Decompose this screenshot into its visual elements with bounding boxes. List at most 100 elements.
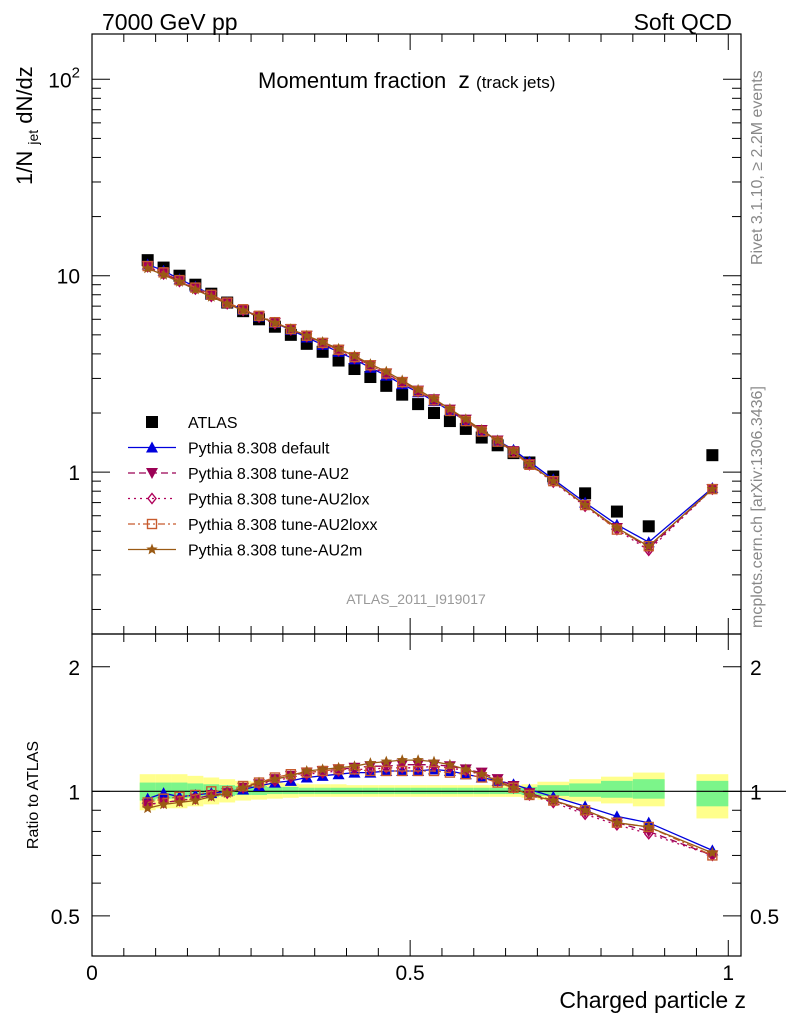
- analysis-id: ATLAS_2011_I919017: [346, 591, 486, 607]
- main-point-au2m-28: [643, 540, 655, 551]
- ratio-point-au2m-3: [189, 794, 202, 806]
- legend-label-au2loxx: Pythia 8.308 tune-AU2loxx: [188, 517, 377, 534]
- header-left: 7000 GeV pp: [102, 9, 238, 35]
- main-point-atlas-13: [348, 363, 361, 376]
- main-point-au2lox-4: [206, 290, 217, 303]
- main-point-au2m-0: [142, 262, 154, 274]
- main-y-tick-label-2: 102: [48, 64, 80, 92]
- ratio-point-au2m-6: [237, 781, 249, 793]
- main-point-au2m-1: [157, 268, 170, 280]
- main-point-atlas-16: [396, 388, 409, 401]
- main-point-au2m-20: [460, 413, 472, 425]
- ratio-point-au2lox-3: [190, 792, 201, 805]
- main-title-var: z: [458, 67, 470, 93]
- ratio-y-tick-label-left-2: 2: [68, 657, 80, 680]
- legend-marker-au2loxx: [146, 518, 158, 530]
- main-point-au2m-6: [237, 304, 249, 316]
- main-point-atlas-26: [579, 487, 592, 500]
- main-point-au2m-27: [611, 521, 623, 533]
- ratio-point-au2m-0: [142, 802, 154, 814]
- ratio-point-au2m-28: [643, 821, 655, 832]
- ratio-point-au2lox-14: [365, 763, 376, 776]
- ratio-point-au2loxx-16: [396, 765, 408, 777]
- main-point-au2m-25: [547, 475, 559, 486]
- main-y-tick-label-0: 1: [68, 462, 80, 485]
- ratio-point-au2m-11: [316, 763, 329, 775]
- ratio-point-au2m-18: [428, 755, 440, 767]
- main-point-atlas-17: [412, 398, 425, 411]
- ratio-point-au2m-26: [579, 804, 591, 816]
- legend-label-au2m: Pythia 8.308 tune-AU2m: [188, 543, 362, 560]
- main-point-au2m-21: [476, 423, 488, 435]
- ratio-point-au2m-15: [380, 755, 392, 767]
- main-title-main: Momentum fraction: [258, 68, 446, 93]
- ratio-point-au2m-23: [507, 781, 520, 793]
- legend-marker-au2: [146, 468, 158, 479]
- main-ylabel-part1: 1/N: [12, 151, 37, 185]
- ratio-point-au2m-16: [396, 754, 408, 765]
- ratio-y-tick-label-left-1: 1: [68, 781, 80, 804]
- ratio-point-au2m-21: [476, 768, 488, 780]
- legend-label-au2: Pythia 8.308 tune-AU2: [188, 466, 349, 483]
- ratio-band-inner-9: [282, 786, 299, 795]
- ratio-point-au2m-29: [706, 846, 719, 858]
- main-point-au2m-12: [332, 342, 345, 354]
- legend: ATLAS Pythia 8.308 default Pythia 8.308 tu…: [128, 415, 377, 560]
- main-point-atlas-14: [364, 371, 377, 384]
- main-point-atlas-27: [610, 505, 623, 518]
- main-point-atlas-28: [642, 520, 655, 533]
- legend-marker-au2lox: [147, 492, 157, 505]
- header-right: Soft QCD: [634, 9, 732, 35]
- ratio-y-tick-label-right-2: 2: [750, 657, 762, 680]
- ratio-point-au2m-14: [364, 757, 377, 768]
- ratio-point-au2m-8: [269, 773, 281, 784]
- main-point-atlas-15: [380, 379, 393, 392]
- main-point-au2m-13: [348, 350, 361, 361]
- legend-label-default: Pythia 8.308 default: [188, 441, 330, 458]
- ratio-y-tick-label-left-0: 0.5: [51, 906, 80, 929]
- ratio-point-au2m-13: [348, 760, 361, 772]
- ratio-point-au2m-24: [523, 789, 536, 800]
- ratio-point-au2m-19: [444, 758, 456, 770]
- ratio-point-au2m-10: [301, 765, 313, 776]
- main-point-au2m-8: [269, 316, 281, 328]
- side-rivet-text: Rivet 3.1.10, ≥ 2.2M events: [749, 70, 766, 265]
- side-mcplots-text: mcplots.cern.ch [arXiv:1306.3436]: [749, 386, 766, 628]
- ratio-point-au2m-12: [332, 761, 345, 773]
- ratio-point-au2m-17: [412, 754, 424, 765]
- ratio-point-au2loxx-19: [444, 767, 456, 778]
- ratio-band-inner-29: [696, 780, 729, 807]
- main-point-au2m-4: [205, 290, 217, 302]
- legend-marker-atlas: [146, 416, 158, 428]
- main-point-au2m-18: [428, 392, 440, 404]
- main-point-atlas-29: [706, 449, 719, 462]
- main-title-sub: (track jets): [476, 73, 555, 92]
- main-point-au2m-2: [173, 275, 186, 287]
- main-point-au2m-16: [396, 374, 408, 386]
- legend-marker-default: [146, 441, 158, 453]
- main-ylabel: 1/N jet dN/dz: [12, 66, 43, 185]
- main-point-au2m-11: [316, 336, 329, 347]
- main-point-au2m-9: [285, 323, 297, 334]
- ratio-point-au2m-1: [157, 798, 170, 810]
- main-point-au2lox-2: [174, 275, 185, 288]
- ratio-band-inner-26: [569, 783, 602, 797]
- ratio-y-tick-label-right-0: 0.5: [750, 906, 779, 929]
- legend-label-au2lox: Pythia 8.308 tune-AU2lox: [188, 492, 369, 509]
- ratio-band-inner-27: [601, 780, 633, 798]
- main-point-au2lox-16: [397, 376, 408, 389]
- x-tick-label-2: 1: [722, 962, 734, 985]
- main-point-au2m-23: [507, 445, 520, 456]
- ratio-point-au2m-22: [491, 774, 504, 786]
- ratio-point-au2loxx-15: [381, 765, 392, 777]
- main-ylabel-sub: jet: [25, 130, 41, 146]
- ratio-point-au2loxx-18: [428, 765, 440, 777]
- x-tick-label-0: 0: [86, 962, 98, 985]
- ratio-point-au2-17: [412, 759, 425, 771]
- x-axis-label: Charged particle z: [559, 987, 746, 1013]
- ratio-point-au2loxx-17: [412, 765, 424, 777]
- main-point-au2lox-0: [142, 260, 153, 273]
- legend-label-atlas: ATLAS: [188, 415, 238, 432]
- ratio-point-default-1: [157, 787, 170, 799]
- ratio-point-au2m-9: [285, 769, 297, 781]
